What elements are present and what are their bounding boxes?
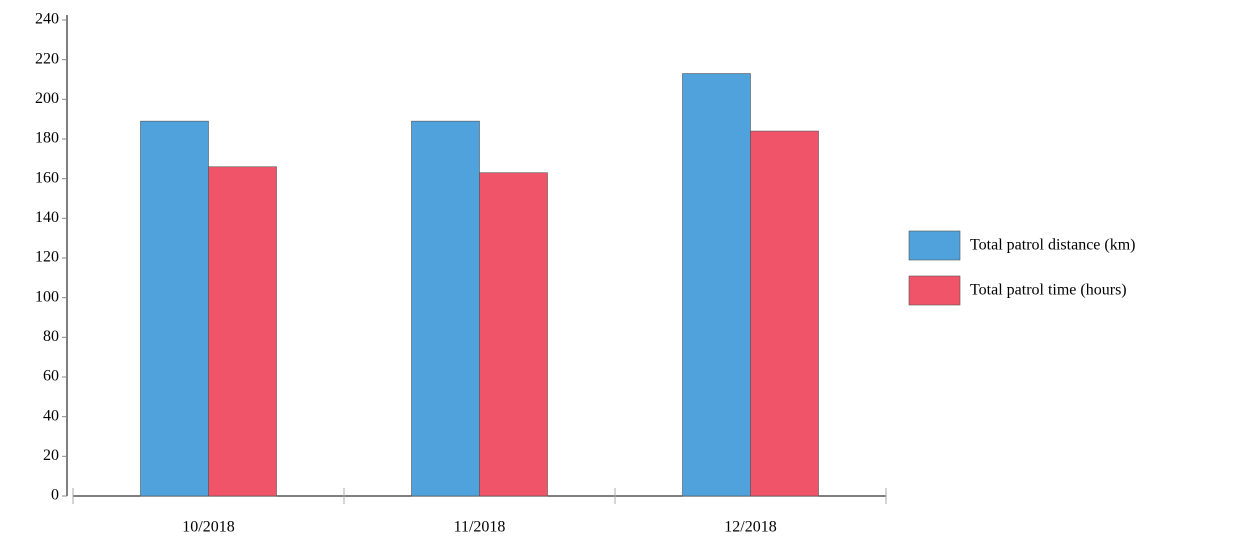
legend-swatch xyxy=(908,275,961,306)
y-tick-label: 40 xyxy=(43,407,59,424)
bar xyxy=(411,120,480,497)
y-tick-label: 100 xyxy=(35,288,59,305)
y-tick-label: 240 xyxy=(35,11,59,28)
bar xyxy=(479,172,548,497)
y-tick-label: 0 xyxy=(51,487,59,504)
y-tick-label: 220 xyxy=(35,50,59,67)
legend-label: Total patrol distance (km) xyxy=(970,237,1136,254)
y-tick-label: 120 xyxy=(35,249,59,266)
x-tick-label: 11/2018 xyxy=(454,519,506,536)
y-tick-label: 160 xyxy=(35,169,59,186)
bar xyxy=(140,120,209,497)
y-tick-label: 60 xyxy=(43,368,59,385)
y-tick-label: 140 xyxy=(35,209,59,226)
y-tick-label: 80 xyxy=(43,328,59,345)
legend-label: Total patrol time (hours) xyxy=(970,282,1127,299)
bar xyxy=(682,73,751,497)
x-tick-label: 10/2018 xyxy=(182,519,234,536)
y-tick-label: 200 xyxy=(35,90,59,107)
bar xyxy=(750,130,819,497)
legend-swatch xyxy=(908,230,961,261)
bar xyxy=(208,166,277,497)
x-tick-label: 12/2018 xyxy=(724,519,776,536)
y-tick-label: 20 xyxy=(43,447,59,464)
y-tick-label: 180 xyxy=(35,130,59,147)
